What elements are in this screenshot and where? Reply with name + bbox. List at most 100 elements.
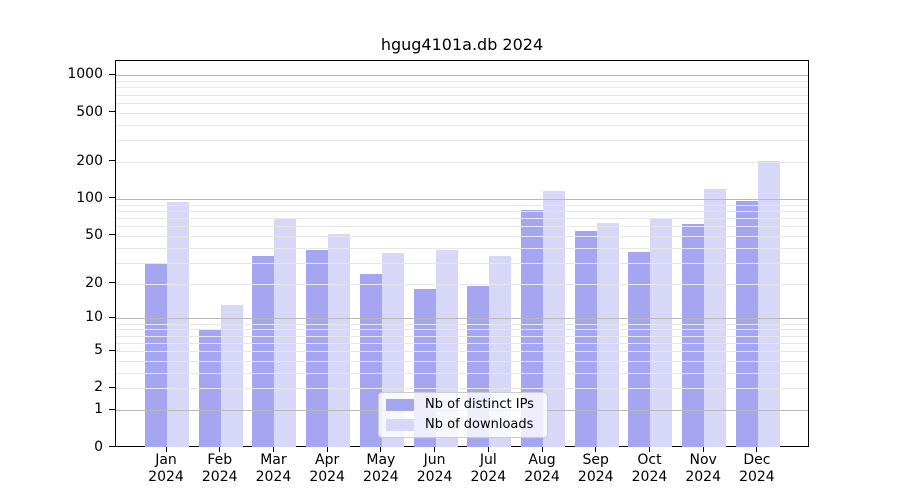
x-tick-label-year: 2024 <box>363 469 399 485</box>
x-tick-label-month: Dec <box>743 452 771 468</box>
y-tick <box>109 73 115 75</box>
x-tick <box>487 447 489 452</box>
x-tick <box>219 447 221 452</box>
minor-gridline <box>116 140 808 142</box>
bar-distinct-ips-feb <box>198 329 221 447</box>
x-tick-label-year: 2024 <box>416 469 453 485</box>
y-tick <box>109 234 115 236</box>
minor-gridline <box>116 329 808 331</box>
minor-gridline <box>116 210 808 212</box>
minor-gridline <box>116 323 808 325</box>
y-tick-label: 2 <box>94 379 103 396</box>
x-tick-label-month: Aug <box>528 452 556 468</box>
minor-gridline <box>116 283 808 285</box>
bar-downloads-apr <box>328 233 351 447</box>
minor-gridline <box>116 247 808 249</box>
minor-gridline <box>116 124 808 126</box>
y-tick <box>109 111 115 113</box>
minor-gridline <box>116 351 808 352</box>
y-tick <box>109 160 115 162</box>
minor-gridline <box>116 204 808 206</box>
minor-gridline <box>116 81 808 83</box>
minor-gridline <box>116 360 808 362</box>
x-tick-label-year: 2024 <box>685 469 721 485</box>
x-tick <box>756 447 758 452</box>
minor-gridline <box>116 342 808 344</box>
bar-downloads-sep <box>596 222 619 447</box>
y-tick <box>109 282 115 284</box>
chart-title: hgug4101a.db 2024 <box>380 35 544 54</box>
minor-gridline <box>116 94 808 96</box>
x-tick <box>595 447 597 452</box>
y-tick-label: 200 <box>76 152 103 169</box>
legend-label-downloads: Nb of downloads <box>425 417 534 433</box>
x-tick <box>434 447 436 452</box>
grid-layer <box>116 61 808 446</box>
x-tick-label-year: 2024 <box>739 469 775 485</box>
y-tick-label: 20 <box>85 274 103 291</box>
y-tick <box>109 316 115 318</box>
major-gridline <box>116 75 808 77</box>
bar-downloads-nov <box>704 189 727 447</box>
y-tick <box>109 446 115 447</box>
bar-distinct-ips-aug <box>521 209 544 447</box>
minor-gridline <box>116 102 808 104</box>
minor-gridline <box>116 161 808 163</box>
y-tick-label: 5 <box>94 342 103 358</box>
bar-distinct-ips-nov <box>682 223 705 447</box>
x-tick-label-year: 2024 <box>470 469 507 485</box>
x-tick <box>541 447 543 452</box>
minor-gridline <box>116 235 808 237</box>
bar-downloads-oct <box>650 219 673 447</box>
bar-downloads-mar <box>274 219 297 447</box>
x-tick-label-month: Jun <box>423 452 446 468</box>
y-tick-label: 50 <box>85 226 103 243</box>
x-tick-label-year: 2024 <box>309 469 345 485</box>
x-tick-label-year: 2024 <box>148 469 184 485</box>
bar-distinct-ips-apr <box>306 250 329 447</box>
bar-downloads-dec <box>757 160 780 447</box>
y-tick <box>109 386 115 388</box>
legend-label-distinct-ips: Nb of distinct IPs <box>425 396 534 412</box>
minor-gridline <box>116 87 808 89</box>
x-tick-label-year: 2024 <box>631 469 668 485</box>
x-tick-label-year: 2024 <box>255 469 292 485</box>
x-tick <box>326 447 328 452</box>
y-tick <box>109 408 115 410</box>
bar-downloads-feb <box>220 305 243 447</box>
y-tick-label: 100 <box>76 189 103 206</box>
x-tick <box>380 447 382 452</box>
minor-gridline <box>116 335 808 337</box>
y-tick-label: 0 <box>94 438 103 455</box>
x-tick-label-month: Apr <box>315 452 340 468</box>
legend-entry-distinct-ips: Nb of distinct IPs <box>386 396 547 414</box>
plot-area: Nb of distinct IPs Nb of downloads <box>115 60 809 447</box>
x-tick-label-month: Nov <box>689 452 717 468</box>
y-tick-label: 10 <box>85 309 103 326</box>
y-tick <box>109 349 115 351</box>
y-tick-label: 1000 <box>67 66 103 83</box>
major-gridline <box>116 198 808 200</box>
bar-distinct-ips-may <box>359 274 382 447</box>
x-tick <box>648 447 650 452</box>
minor-gridline <box>116 226 808 228</box>
x-tick-label-month: Jan <box>155 452 177 468</box>
bar-distinct-ips-jan <box>145 262 167 447</box>
minor-gridline <box>116 372 808 374</box>
x-tick-label-month: Feb <box>207 452 233 468</box>
x-tick-label-month: Jul <box>479 452 497 468</box>
legend-entry-downloads: Nb of downloads <box>386 416 547 434</box>
minor-gridline <box>116 388 808 390</box>
x-tick-label-month: Oct <box>637 452 662 468</box>
x-tick-label-year: 2024 <box>577 469 614 485</box>
x-tick-label-year: 2024 <box>201 469 238 485</box>
legend-swatch-distinct-ips-icon <box>386 398 414 411</box>
x-tick-label-month: May <box>366 452 396 468</box>
minor-gridline <box>116 217 808 219</box>
x-tick <box>272 447 274 452</box>
legend-swatch-downloads-icon <box>386 419 414 432</box>
minor-gridline <box>116 112 808 114</box>
x-tick <box>702 447 704 452</box>
y-tick-label: 1 <box>94 401 103 418</box>
